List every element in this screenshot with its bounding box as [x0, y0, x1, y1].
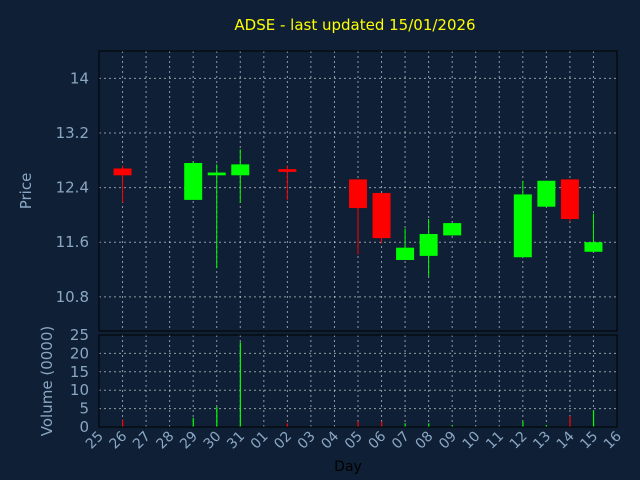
- candle-body: [396, 247, 415, 260]
- price-axis-label: Price: [17, 173, 35, 210]
- candles: [113, 149, 603, 277]
- candle-body: [560, 179, 579, 219]
- price-panel-frame: [98, 50, 618, 332]
- volume-tick-label: 25: [70, 326, 89, 344]
- candle-body: [278, 169, 297, 172]
- volume-bar: [122, 419, 124, 427]
- candle-body: [372, 193, 391, 239]
- candle-body: [349, 179, 367, 209]
- volume-bars: [122, 342, 595, 427]
- volume-bar: [569, 415, 571, 427]
- volume-tick-label: 10: [70, 381, 89, 399]
- price-tick-label: 13.2: [56, 124, 89, 142]
- price-tick-label: 12.4: [56, 179, 89, 197]
- candle-body: [231, 164, 250, 176]
- candle-body: [184, 163, 203, 200]
- candle-body: [584, 242, 603, 252]
- candle-body: [207, 172, 226, 176]
- candle-body: [113, 168, 132, 176]
- volume-bar: [239, 342, 241, 427]
- x-tick-labels: 25 26 27 28 29 30 31 01 02 03 04 05 06 07 08 09 10 11 12 13…: [83, 428, 625, 452]
- volume-bar: [428, 423, 430, 427]
- candle-body: [443, 223, 462, 236]
- volume-bar: [404, 423, 406, 427]
- price-tick-label: 14: [70, 69, 89, 87]
- volume-axis-label: Volume (0000): [38, 326, 56, 436]
- x-axis-label: Day: [334, 459, 362, 475]
- price-tick-label: 11.6: [56, 233, 89, 251]
- volume-bar: [522, 421, 524, 427]
- volume-bar: [381, 421, 383, 427]
- candle-body: [537, 180, 556, 207]
- volume-tick-label: 20: [70, 344, 89, 362]
- volume-bar: [357, 421, 359, 427]
- volume-tick-label: 15: [70, 363, 89, 381]
- volume-bar: [216, 406, 218, 427]
- volume-panel-frame: [98, 334, 618, 428]
- price-tick-label: 10.8: [56, 288, 89, 306]
- candle-body: [513, 194, 532, 258]
- volume-bar: [451, 425, 453, 427]
- candle-body: [419, 234, 438, 256]
- chart-title: ADSE - last updated 15/01/2026: [234, 16, 475, 34]
- volume-bar: [286, 423, 289, 427]
- volume-bar: [592, 410, 595, 427]
- volume-tick-label: 0: [79, 418, 89, 436]
- volume-bar: [192, 417, 194, 427]
- volume-tick-label: 5: [79, 400, 89, 418]
- volume-bar: [545, 425, 548, 427]
